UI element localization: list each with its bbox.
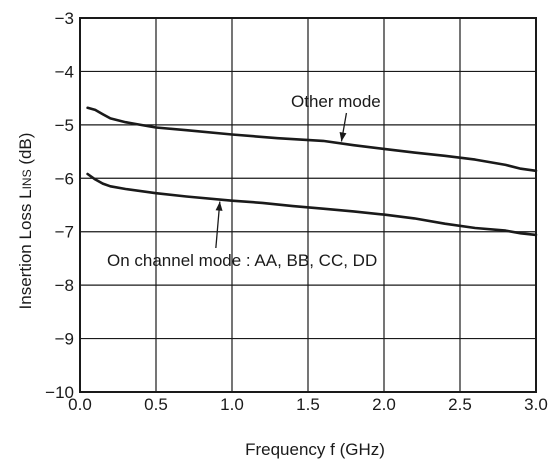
grid bbox=[79, 17, 537, 393]
x-tick-label: 1.5 bbox=[296, 395, 320, 414]
annotations: Other mode On channel mode : AA, BB, CC,… bbox=[107, 92, 381, 270]
y-tick-label: −6 bbox=[55, 169, 74, 188]
annotation-other-mode-arrow-head bbox=[339, 131, 347, 142]
x-tick-label: 2.0 bbox=[372, 395, 396, 414]
y-axis-label-main: Insertion Loss L bbox=[16, 189, 35, 309]
tick-labels: 0.0 0.5 1.0 1.5 2.0 2.5 3.0 −3 −4 −5 −6 −7 −8 −9 −10 bbox=[45, 9, 548, 414]
x-tick-label: 0.5 bbox=[144, 395, 168, 414]
series-lines bbox=[86, 106, 538, 237]
series-line-on-channel-mode bbox=[86, 172, 538, 237]
y-tick-label: −4 bbox=[55, 62, 74, 81]
y-tick-label: −9 bbox=[55, 330, 74, 349]
x-axis-label: Frequency f (GHz) bbox=[245, 440, 385, 459]
y-tick-label: −3 bbox=[55, 9, 74, 28]
annotation-other-mode: Other mode bbox=[291, 92, 381, 111]
x-tick-label: 0.0 bbox=[68, 395, 92, 414]
y-tick-label: −7 bbox=[55, 223, 74, 242]
y-axis-label: Insertion Loss LINS (dB) bbox=[16, 133, 35, 310]
x-tick-label: 1.0 bbox=[220, 395, 244, 414]
y-tick-label: −8 bbox=[55, 276, 74, 295]
x-tick-label: 2.5 bbox=[448, 395, 472, 414]
y-axis-label-subscript: INS bbox=[20, 169, 34, 189]
y-tick-label: −10 bbox=[45, 383, 74, 402]
y-tick-label: −5 bbox=[55, 116, 74, 135]
annotation-on-channel-mode: On channel mode : AA, BB, CC, DD bbox=[107, 251, 377, 270]
x-tick-label: 3.0 bbox=[524, 395, 548, 414]
y-axis-label-unit: (dB) bbox=[16, 133, 35, 170]
plot-frame bbox=[79, 17, 537, 393]
annotation-on-channel-mode-arrow-head bbox=[215, 201, 223, 211]
series-line-other-mode bbox=[86, 106, 538, 173]
